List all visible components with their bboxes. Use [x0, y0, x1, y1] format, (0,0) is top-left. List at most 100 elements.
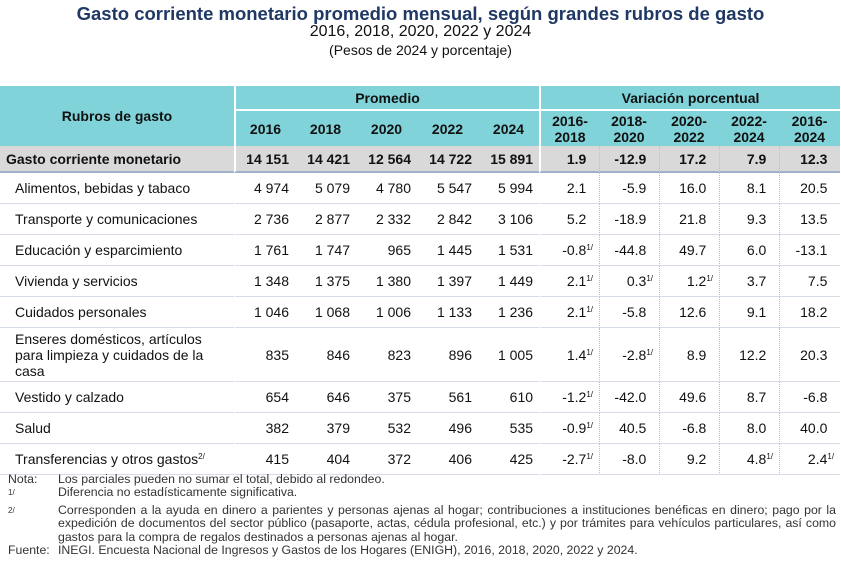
cell-promedio: 1 375	[295, 266, 356, 297]
cell-variacion-value: -0.9	[562, 420, 587, 436]
footnote-marker: 1/	[586, 274, 594, 283]
cell-promedio: 1 531	[478, 235, 540, 266]
footnote-marker: 1/	[827, 452, 835, 461]
cell-promedio: 3 106	[478, 204, 540, 235]
row-label-text: Enseres domésticos, artículos para limpi…	[15, 330, 204, 379]
row-label: Educación y esparcimiento	[0, 235, 234, 266]
cell-promedio: 12 564	[356, 146, 417, 173]
cell-variacion: 49.71/	[659, 235, 720, 266]
footnotes: Nota: Los parciales pueden no sumar el to…	[8, 472, 836, 557]
row-label-text: Gasto corriente monetario	[6, 150, 182, 167]
cell-variacion-value: 1.2	[686, 273, 707, 289]
cell-variacion-value: -13.1	[795, 242, 828, 258]
header-period-part: 2024	[733, 128, 765, 145]
cell-variacion-value: 8.1	[746, 180, 767, 196]
cell-variacion-value: 8.9	[686, 346, 707, 363]
cell-variacion: 0.31/	[599, 266, 660, 297]
header-year: 2020	[356, 111, 417, 146]
row-label: Gasto corriente monetario	[0, 146, 234, 173]
cell-promedio: 1 005	[478, 328, 540, 382]
header-year: 2016	[234, 111, 295, 146]
cell-promedio: 5 994	[478, 173, 540, 204]
cell-variacion: 1.21/	[659, 266, 720, 297]
row-label: Vestido y calzado	[0, 382, 234, 413]
row-label-text: Transferencias y otros gastos	[15, 451, 199, 467]
header-period-part: 2016-	[791, 112, 828, 129]
cell-variacion: 49.61/	[659, 382, 720, 413]
cell-variacion-value: -5.9	[622, 180, 647, 196]
header-variacion: Variación porcentual	[539, 86, 841, 111]
footnote-marker: 1/	[646, 274, 654, 283]
table-row: Transporte y comunicaciones 2 736 2 877 2 3…	[0, 204, 841, 235]
table-row: Transferencias y otros gastos2/415 404 372…	[0, 444, 841, 475]
cell-variacion: 8.71/	[719, 382, 780, 413]
header-period: 2016- 2024	[779, 111, 841, 146]
footnote-marker: 1/	[646, 347, 654, 357]
cell-promedio: 1 445	[417, 235, 478, 266]
cell-variacion: 12.31/	[779, 146, 841, 173]
header-period: 2022- 2024	[719, 111, 780, 146]
cell-variacion: 9.11/	[719, 297, 780, 328]
header-year: 2022	[417, 111, 478, 146]
cell-variacion: -12.91/	[599, 146, 660, 173]
cell-promedio: 654	[234, 382, 295, 413]
cell-variacion-value: 7.5	[807, 273, 828, 289]
cell-variacion: 20.51/	[779, 173, 841, 204]
header-period: 2020- 2022	[659, 111, 720, 146]
header-period: 2018- 2020	[599, 111, 660, 146]
cell-variacion-value: 12.2	[739, 346, 767, 363]
cell-variacion-value: 1.4	[566, 346, 587, 363]
cell-variacion-value: -12.9	[614, 150, 647, 167]
cell-variacion: 2.41/	[779, 444, 841, 475]
row-label: Enseres domésticos, artículos para limpi…	[0, 328, 234, 382]
cell-variacion: 18.21/	[779, 297, 841, 328]
cell-promedio: 646	[295, 382, 356, 413]
cell-promedio: 14 421	[295, 146, 356, 173]
header-period-part: 2016-	[552, 112, 588, 129]
cell-variacion-value: 0.3	[626, 273, 647, 289]
cell-promedio: 14 722	[417, 146, 478, 173]
row-label-text: Educación y esparcimiento	[15, 242, 183, 258]
footnote-marker: 1/	[706, 274, 714, 283]
cell-promedio: 532	[356, 413, 417, 444]
cell-promedio: 1 348	[234, 266, 295, 297]
cell-variacion-value: 4.8	[746, 451, 767, 467]
cell-variacion: 17.21/	[659, 146, 720, 173]
cell-variacion: 12.21/	[719, 328, 780, 382]
cell-variacion-value: -18.9	[614, 211, 647, 227]
row-label: Cuidados personales	[0, 297, 234, 328]
cell-variacion-value: 17.2	[679, 150, 707, 167]
cell-variacion-value: -44.8	[614, 242, 647, 258]
cell-promedio: 1 046	[234, 297, 295, 328]
cell-variacion: -0.91/	[539, 413, 600, 444]
footnote-marker: 1/	[586, 305, 594, 314]
cell-variacion: 9.21/	[659, 444, 720, 475]
header-year: 2018	[295, 111, 356, 146]
cell-variacion: -5.91/	[599, 173, 660, 204]
cell-variacion: -6.81/	[779, 382, 841, 413]
cell-variacion-value: 40.5	[619, 420, 647, 436]
cell-variacion-value: 12.6	[679, 304, 707, 320]
cell-promedio: 823	[356, 328, 417, 382]
cell-variacion: -42.01/	[599, 382, 660, 413]
cell-promedio: 1 761	[234, 235, 295, 266]
row-label-text: Vestido y calzado	[15, 389, 124, 405]
header-period-part: 2022-	[731, 112, 767, 129]
cell-variacion: 4.81/	[719, 444, 780, 475]
table-row: Salud382379532496535-0.91/40.51/-6.81/8.…	[0, 413, 841, 444]
cell-variacion: 21.81/	[659, 204, 720, 235]
cell-promedio: 535	[478, 413, 540, 444]
footnote-marker: 1/	[766, 452, 774, 461]
cell-variacion-value: 20.3	[800, 346, 828, 363]
nota-key: Nota:	[8, 472, 38, 486]
cell-variacion-value: 13.5	[800, 211, 828, 227]
cell-variacion: 2.11/	[539, 173, 600, 204]
cell-variacion-value: 1.9	[566, 150, 587, 167]
header-period: 2016- 2018	[539, 111, 600, 146]
row-label: Salud	[0, 413, 234, 444]
footnote-marker: 2/	[198, 452, 205, 461]
table-row: Vivienda y servicios 1 348 1 375 1 380 1 397…	[0, 266, 841, 297]
cell-variacion-value: -42.0	[614, 389, 647, 405]
header-period-part: 2024	[793, 128, 826, 145]
cell-promedio: 2 736	[234, 204, 295, 235]
